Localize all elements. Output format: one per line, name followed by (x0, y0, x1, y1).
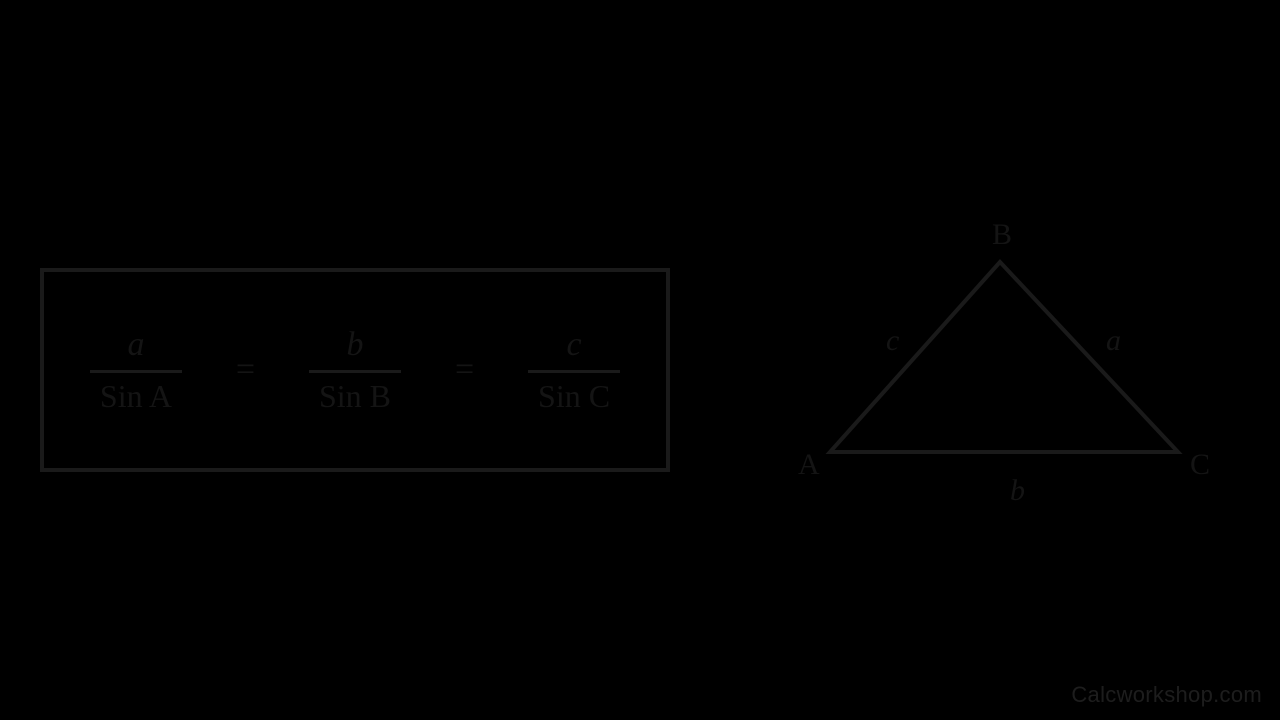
triangle-diagram: B A C c a b (790, 210, 1220, 510)
triangle-svg (790, 210, 1220, 510)
numerator-b: b (337, 321, 374, 370)
watermark: Calcworkshop.com (1071, 682, 1262, 708)
triangle-shape (830, 262, 1178, 452)
vertex-label-C: C (1190, 448, 1210, 482)
law-of-sines-formula-box: a Sin A = b Sin B = c Sin C (40, 268, 670, 472)
denominator-a: Sin A (90, 373, 182, 419)
numerator-c: c (557, 321, 592, 370)
side-label-c: c (886, 324, 899, 358)
side-label-b: b (1010, 474, 1025, 508)
equals-sign: = (228, 351, 263, 389)
fraction-c: c Sin C (528, 321, 620, 419)
side-label-a: a (1106, 324, 1121, 358)
fraction-b: b Sin B (309, 321, 401, 419)
denominator-b: Sin B (309, 373, 401, 419)
vertex-label-B: B (992, 218, 1012, 252)
denominator-c: Sin C (528, 373, 620, 419)
vertex-label-A: A (798, 448, 820, 482)
fraction-a: a Sin A (90, 321, 182, 419)
numerator-a: a (117, 321, 154, 370)
equals-sign: = (447, 351, 482, 389)
